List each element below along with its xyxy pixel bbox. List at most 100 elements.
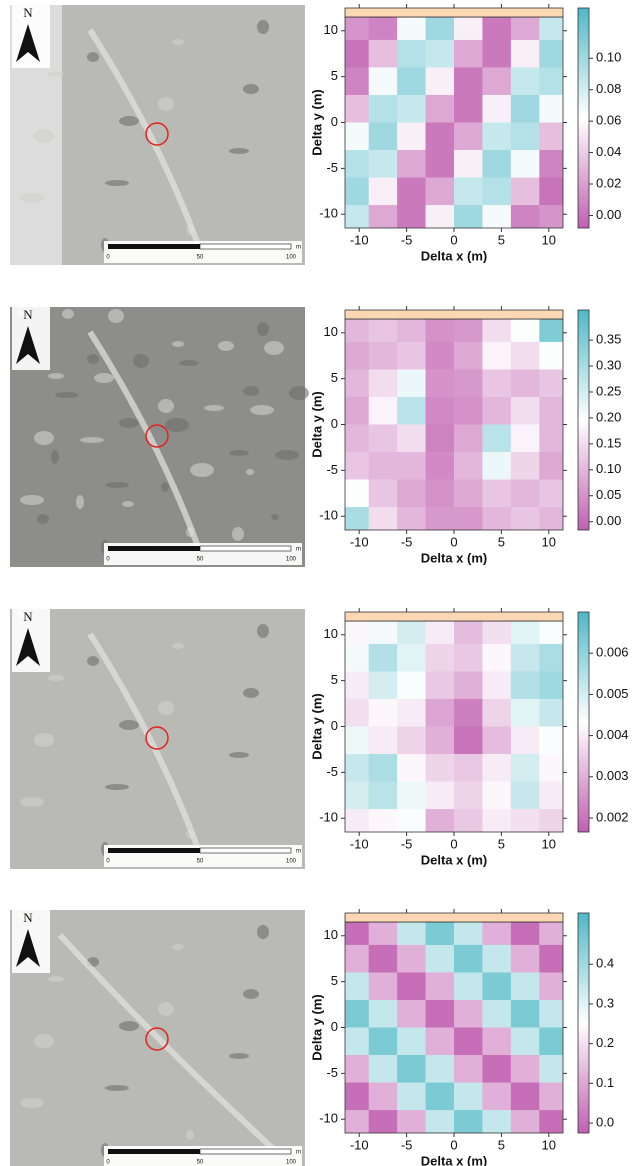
heatmap-cell [539,972,568,1000]
heatmap-cell [539,452,568,480]
heatmap-cell [511,507,540,535]
scalebar-unit: m [296,849,301,855]
colorbar-tick-label: 0.4 [596,956,614,971]
heatmap-cell [482,123,511,151]
scalebar-label: 50 [197,557,204,563]
photo-texture [246,469,254,475]
x-tick-label: 5 [498,534,505,549]
heatmap-cell [426,95,455,123]
heatmap-cell [539,178,568,206]
photo-texture [119,418,139,428]
photo-texture [229,450,249,456]
y-tick-label: 10 [324,22,338,37]
heatmap-cell [369,507,398,535]
photo-texture [94,373,114,383]
heatmap-cell [539,95,568,123]
heatmap-cell [482,1000,511,1028]
photo-texture [55,392,79,398]
x-tick-label: 0 [450,1137,457,1152]
photo-background [10,307,305,567]
heatmap-cell [454,1110,483,1138]
heatmap-cell [511,397,540,425]
photo-texture [48,976,64,982]
heatmap-cell [397,425,426,453]
x-tick-label: -5 [401,836,413,851]
heatmap-cell [539,67,568,95]
y-tick-label: -10 [319,1111,338,1126]
photo-texture [87,656,99,666]
heatmap-cell [426,782,455,810]
figure: N050100mN050100mN050100mN050100m-10-5051… [0,0,635,1166]
x-tick-label: 10 [542,836,556,851]
heatmap-cell [454,1083,483,1111]
heatmap-cell [454,452,483,480]
photo-texture [119,720,139,730]
heatmap-cell [426,425,455,453]
scalebar-white [200,1149,291,1154]
heatmap-cell [482,945,511,973]
x-tick-label: -5 [401,1137,413,1152]
photo-texture [257,925,269,939]
y-tick-label: -5 [326,764,338,779]
heatmap-cell [369,727,398,755]
heatmap-cell [482,782,511,810]
heatmap-cell [482,727,511,755]
heatmap-cell [397,972,426,1000]
photo-background [10,609,305,869]
photo-texture [289,386,309,400]
y-tick-label: -10 [319,206,338,221]
heatmap-cell [426,1055,455,1083]
colorbar-tick-label: 0.3 [596,995,614,1010]
scalebar-label: 100 [286,859,297,865]
colorbar-tick-label: 0.005 [596,686,629,701]
x-tick-label: 5 [498,1137,505,1152]
photo-texture [204,405,224,411]
photo-texture [264,341,284,355]
photo-texture [243,688,259,698]
photo-texture [48,675,64,681]
heatmap-cell [454,150,483,178]
heatmap-cell [369,972,398,1000]
heatmap-cell [539,727,568,755]
colorbar-tick-label: 0.002 [596,809,629,824]
photo-texture [48,71,64,77]
heatmap-cell [539,1110,568,1138]
heatmap-cell [539,397,568,425]
heatmap-cell [511,40,540,68]
heatmap-cell [397,123,426,151]
y-tick-label: -10 [319,810,338,825]
heatmap-cell [426,178,455,206]
heatmap-cell [539,1083,568,1111]
colorbar-tick-label: 0.10 [596,50,621,65]
colorbar-tick-label: 0.02 [596,175,621,190]
y-axis-label: Delta y (m) [309,391,324,457]
heatmap-cell [482,397,511,425]
photo-texture [158,399,174,413]
heatmap-cell [454,95,483,123]
heatmap-cell [511,452,540,480]
heatmap-cell [482,40,511,68]
strip [345,310,563,319]
heatmap-cell [454,1055,483,1083]
heatmap-cell [454,369,483,397]
photo-texture [105,1085,129,1091]
heatmap-cell [482,342,511,370]
heatmap-cell [397,1055,426,1083]
colorbar-tick-label: 0.00 [596,207,621,222]
heatmap-cell [511,945,540,973]
heatmap-cell [454,178,483,206]
x-tick-label: -5 [401,232,413,247]
y-tick-label: -5 [326,160,338,175]
scalebar-black [108,244,200,249]
heatmap-cell [454,205,483,233]
heatmap-cells [340,917,568,1138]
heatmap-cell [482,671,511,699]
heatmap-cell [511,644,540,672]
colorbar [578,612,589,832]
north-label: N [23,910,33,925]
photo-texture [119,1021,139,1031]
colorbar-tick-label: 0.20 [596,409,621,424]
photo-texture [229,752,249,758]
heatmap-cell [426,699,455,727]
